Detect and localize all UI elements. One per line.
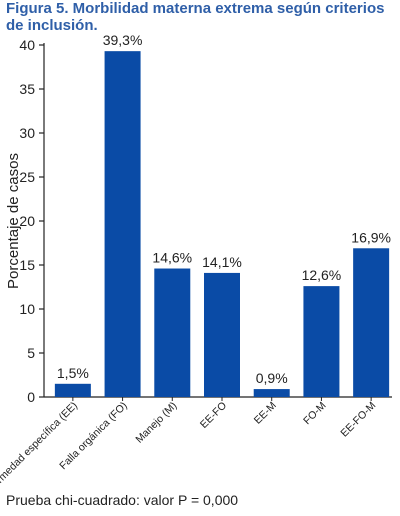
bar <box>104 51 141 397</box>
y-axis-title-group: Porcentaje de casos <box>5 153 22 289</box>
y-tick-label: 5 <box>27 345 35 361</box>
category-label: EE-FO <box>198 400 229 431</box>
bars-group <box>54 51 390 397</box>
bar <box>154 268 191 397</box>
data-label: 0,9% <box>256 370 288 386</box>
y-tick-label: 0 <box>27 389 35 405</box>
figure-title: Figura 5. Morbilidad materna extrema seg… <box>6 0 385 34</box>
y-tick-label: 35 <box>19 81 35 97</box>
bar <box>54 383 91 397</box>
bar <box>303 286 340 397</box>
bar <box>253 389 290 397</box>
category-label: Manejo (M) <box>133 400 179 446</box>
data-label-group: 1,5% 39,3% 14,6% 14,1% 0,9% 12,6% 16,9% <box>57 32 391 386</box>
bar <box>353 248 390 397</box>
data-label: 1,5% <box>57 365 89 381</box>
data-label: 14,6% <box>152 250 192 266</box>
data-label: 16,9% <box>351 229 391 245</box>
bar <box>204 272 240 397</box>
y-tick-label: 10 <box>19 301 35 317</box>
data-label: 39,3% <box>103 32 143 48</box>
category-label: Enfermedad específica (EE) <box>0 400 80 501</box>
data-label: 12,6% <box>302 267 342 283</box>
y-tick-label: 20 <box>19 213 35 229</box>
y-tick-group: 0 5 10 15 20 25 30 35 40 <box>19 37 44 405</box>
data-label: 14,1% <box>202 254 242 270</box>
y-axis-title: Porcentaje de casos <box>5 153 22 289</box>
category-label: EE-FO-M <box>338 400 378 440</box>
category-label: EE-M <box>252 400 279 427</box>
category-label: FO-M <box>301 400 328 427</box>
y-tick-label: 15 <box>19 257 35 273</box>
y-tick-label: 25 <box>19 169 35 185</box>
y-tick-label: 30 <box>19 125 35 141</box>
category-label-group: Enfermedad específica (EE)Falla orgánica… <box>0 397 378 501</box>
y-tick-label: 40 <box>19 37 35 53</box>
footnote: Prueba chi-cuadrado: valor P = 0,000 <box>6 492 239 508</box>
